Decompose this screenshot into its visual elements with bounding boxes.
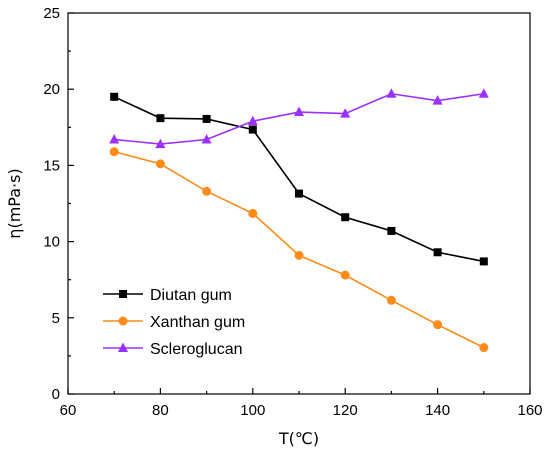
data-point [295,189,303,198]
legend-marker [118,316,128,326]
y-tick-label: 25 [43,5,60,22]
x-axis-title: T(℃) [278,429,319,448]
data-point [340,270,350,280]
data-point [156,114,165,123]
y-tick-label: 0 [52,386,60,403]
legend-item: Diutan gum [103,287,232,304]
y-tick-label: 10 [43,234,60,251]
data-point [387,226,396,235]
axes: 60 80 100 120 140 160 0 5 10 15 20 25 [43,5,542,419]
data-point [247,115,258,126]
legend-label: Diutan gum [150,287,232,304]
series-xanthan-gum [109,147,489,353]
y-tick-label: 5 [52,310,60,327]
data-point [433,248,442,257]
data-point [386,295,396,305]
data-point [202,114,211,123]
legend-marker [118,342,128,352]
series-line [113,96,484,263]
data-point [155,159,165,169]
data-point [386,88,397,98]
data-point [294,250,304,260]
data-point [110,92,119,101]
data-point [433,320,443,330]
x-tick-label: 80 [152,402,169,419]
data-point [248,125,257,134]
series-scleroglucan [109,88,489,149]
data-point [340,108,351,118]
data-point [294,106,304,117]
legend: Diutan gum Xanthan gum Scleroglucan [103,287,245,358]
data-point [109,133,120,144]
legend-label: Xanthan gum [150,314,245,331]
data-point [202,186,212,196]
data-point [479,257,488,266]
data-point [109,147,119,157]
series-layer [109,88,489,353]
data-point [155,138,166,149]
legend-item: Xanthan gum [103,314,245,331]
x-tick-label: 60 [60,402,77,419]
y-axis-title: η(mPa·s) [5,168,24,238]
data-point [479,343,489,353]
series-diutan-gum [110,92,488,266]
legend-item: Scleroglucan [103,341,243,358]
data-point [478,88,489,98]
y-tick-label: 15 [43,157,60,174]
legend-label: Scleroglucan [150,341,243,358]
data-point [341,213,350,222]
x-tick-label: 100 [240,402,265,419]
legend-marker [119,290,127,298]
x-tick-label: 140 [425,402,450,419]
x-tick-label: 160 [517,402,542,419]
data-point [248,208,258,218]
data-point [201,133,212,144]
y-tick-label: 20 [43,81,60,98]
data-point [432,95,443,105]
x-tick-label: 120 [333,402,358,419]
